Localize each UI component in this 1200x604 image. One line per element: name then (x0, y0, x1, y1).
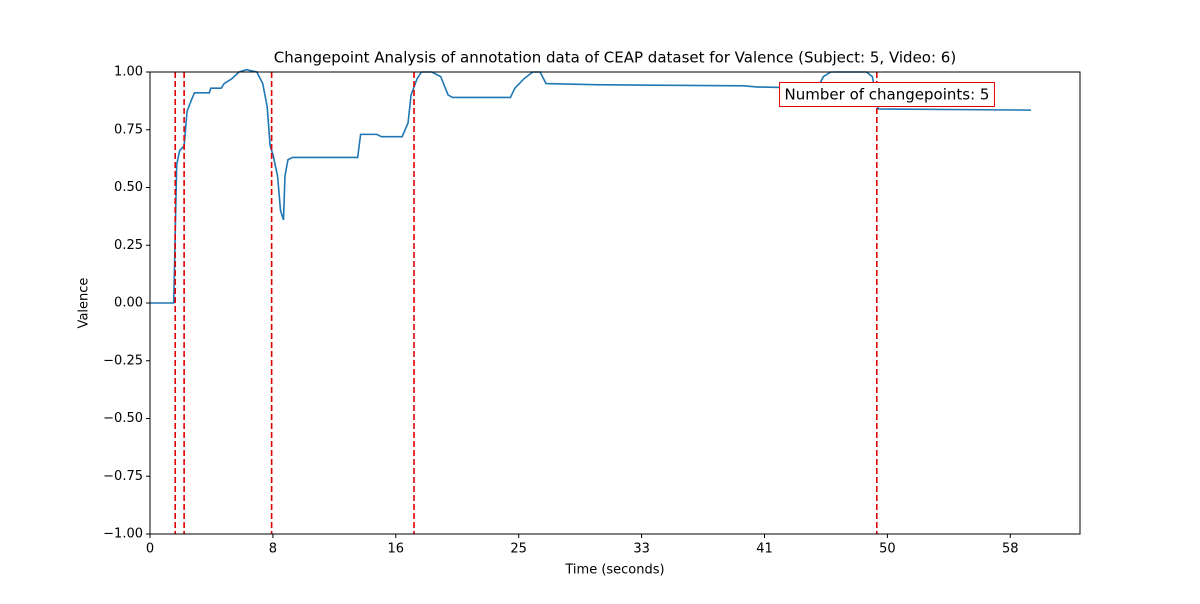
x-axis-label: Time (seconds) (564, 563, 664, 578)
y-tick-label: 0.75 (114, 122, 143, 137)
x-tick-label: 33 (633, 542, 650, 557)
x-tick-label: 41 (756, 542, 773, 557)
y-tick-label: 0.50 (114, 180, 143, 195)
y-tick-label: 0.00 (114, 296, 143, 311)
x-tick-label: 25 (510, 542, 527, 557)
x-tick-label: 16 (388, 542, 405, 557)
annotation-box (779, 82, 995, 107)
x-tick-label: 50 (879, 542, 896, 557)
y-tick-label: −0.50 (103, 411, 143, 426)
data-line (150, 68, 1032, 304)
y-tick-label: 1.00 (114, 65, 143, 80)
y-axis-label: Valence (77, 278, 92, 329)
x-tick-label: 8 (269, 542, 277, 557)
y-tick-label: −0.75 (103, 469, 143, 484)
y-tick-label: −0.25 (103, 353, 143, 368)
annotation: Number of changepoints: 5 (785, 86, 990, 104)
x-tick-label: 58 (1002, 542, 1019, 557)
y-tick-label: −1.00 (103, 527, 143, 542)
plot-frame (149, 71, 1081, 535)
chart-title: Changepoint Analysis of annotation data … (274, 49, 956, 67)
x-tick-label: 0 (146, 542, 154, 557)
y-tick-label: 0.25 (114, 238, 143, 253)
